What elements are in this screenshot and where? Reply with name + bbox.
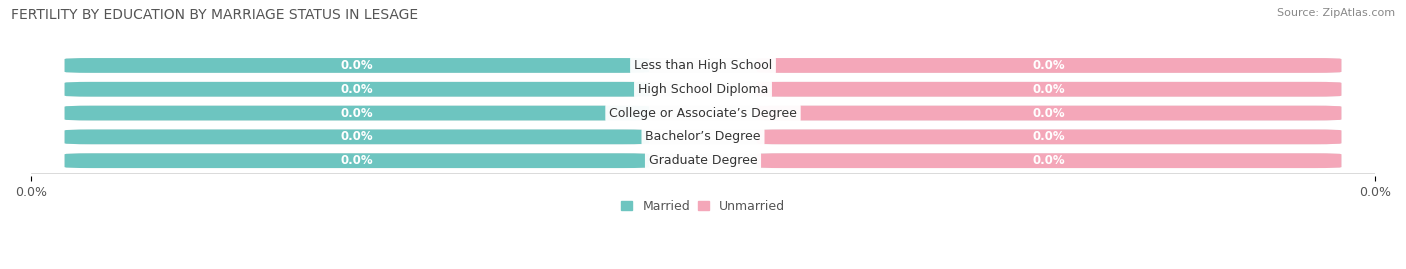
Text: 0.0%: 0.0% (1033, 83, 1066, 96)
Text: 0.0%: 0.0% (1033, 130, 1066, 143)
Text: Source: ZipAtlas.com: Source: ZipAtlas.com (1277, 8, 1395, 18)
Text: 0.0%: 0.0% (340, 83, 373, 96)
FancyBboxPatch shape (756, 58, 1341, 73)
FancyBboxPatch shape (756, 153, 1341, 168)
FancyBboxPatch shape (65, 106, 650, 121)
Text: 0.0%: 0.0% (1033, 107, 1066, 119)
Text: 0.0%: 0.0% (1033, 59, 1066, 72)
Text: 0.0%: 0.0% (1033, 154, 1066, 167)
FancyBboxPatch shape (65, 58, 1341, 73)
FancyBboxPatch shape (65, 106, 1341, 121)
FancyBboxPatch shape (65, 129, 1341, 144)
FancyBboxPatch shape (65, 153, 650, 168)
Legend: Married, Unmarried: Married, Unmarried (616, 195, 790, 218)
Text: Bachelor’s Degree: Bachelor’s Degree (645, 130, 761, 143)
Text: 0.0%: 0.0% (340, 107, 373, 119)
FancyBboxPatch shape (65, 82, 650, 97)
Text: 0.0%: 0.0% (340, 130, 373, 143)
FancyBboxPatch shape (756, 82, 1341, 97)
Text: Graduate Degree: Graduate Degree (648, 154, 758, 167)
FancyBboxPatch shape (756, 129, 1341, 144)
Text: High School Diploma: High School Diploma (638, 83, 768, 96)
FancyBboxPatch shape (65, 153, 1341, 168)
FancyBboxPatch shape (65, 58, 650, 73)
Text: Less than High School: Less than High School (634, 59, 772, 72)
Text: FERTILITY BY EDUCATION BY MARRIAGE STATUS IN LESAGE: FERTILITY BY EDUCATION BY MARRIAGE STATU… (11, 8, 419, 22)
FancyBboxPatch shape (65, 82, 1341, 97)
FancyBboxPatch shape (65, 129, 650, 144)
Text: College or Associate’s Degree: College or Associate’s Degree (609, 107, 797, 119)
Text: 0.0%: 0.0% (340, 154, 373, 167)
FancyBboxPatch shape (756, 106, 1341, 121)
Text: 0.0%: 0.0% (340, 59, 373, 72)
